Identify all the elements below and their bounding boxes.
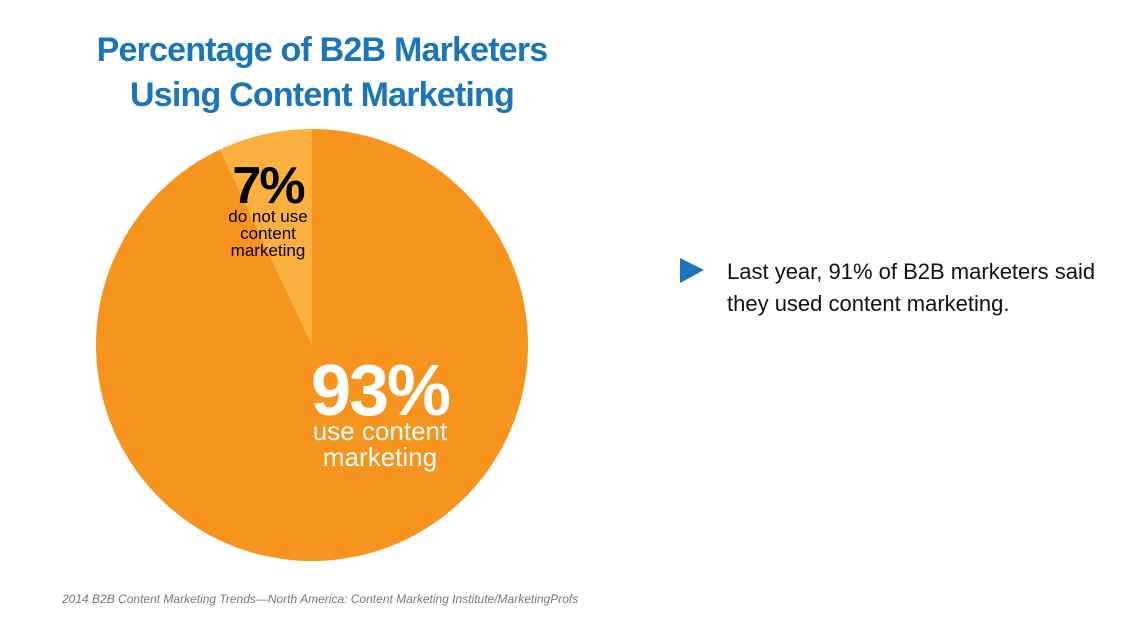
chart-title: Percentage of B2B Marketers Using Conten…	[96, 31, 549, 114]
value-label: 7%	[232, 157, 305, 215]
bullet-arrow	[680, 258, 704, 283]
source: 2014 B2B Content Marketing Trends—North …	[62, 592, 579, 606]
pie-slice	[220, 129, 312, 345]
annotation: Last year, 91% of B2B marketers said the…	[727, 259, 1096, 316]
value-label: 93%	[310, 351, 451, 431]
slice-label: do not use content marketing	[228, 207, 308, 260]
slice-label: use content marketing	[312, 416, 448, 472]
pie-slice	[95, 129, 529, 561]
